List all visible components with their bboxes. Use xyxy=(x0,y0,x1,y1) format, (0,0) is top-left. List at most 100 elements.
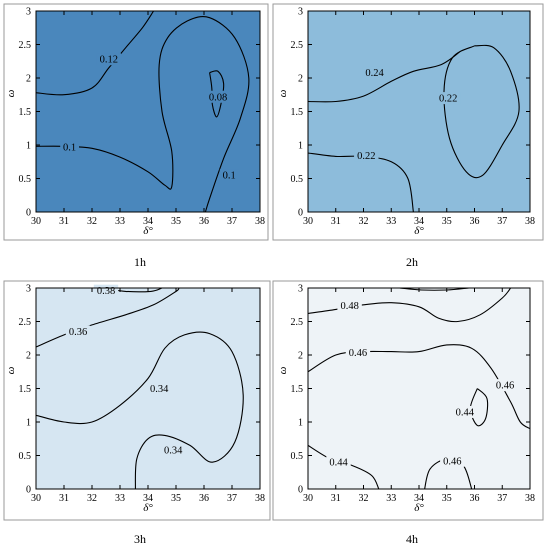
panel-3h-xtick-label-36: 36 xyxy=(199,493,209,504)
panel-4h-contour-line-4 xyxy=(308,444,380,489)
panel-3h-xtick-label-35: 35 xyxy=(171,493,181,504)
panel-3h-frame xyxy=(3,280,271,521)
panel-4h-contour-label-bg-1 xyxy=(345,346,371,359)
panel-2h-contour-label-bg-1 xyxy=(354,149,379,162)
panel-1h-contour-line-0 xyxy=(36,11,155,96)
panel-1h-xtick-label-36: 36 xyxy=(199,216,209,227)
panel-3h-xtick-label-33: 33 xyxy=(115,493,125,504)
panel-2h-xtick-label-37: 37 xyxy=(497,216,507,227)
panel-1h-xtick-label-37: 37 xyxy=(227,216,237,227)
panel-3h-contour-label-3: 0.34 xyxy=(164,446,183,457)
panel-1h-contour-label-1: 0.1 xyxy=(63,143,76,154)
panel-2h-contour-label-2: 0.22 xyxy=(439,94,457,105)
panel-4h-frame xyxy=(272,280,544,521)
panel-3h-xtick-label-34: 34 xyxy=(143,493,153,504)
panel-1h-frame xyxy=(3,3,269,241)
panel-1h-xtick-label-38: 38 xyxy=(255,216,265,227)
panel-2h-caption: 2h xyxy=(406,255,418,269)
panel-3h-ytick-label-3: 3 xyxy=(26,284,31,295)
panel-2h-ytick-label-0.5: 0.5 xyxy=(291,174,304,185)
panel-2h-y-axis-label: ω xyxy=(277,89,289,97)
panel-1h-x-axis-label: δ° xyxy=(143,225,153,237)
panel-4h-xtick-label-34: 34 xyxy=(414,493,424,504)
panel-2h-ytick-label-0: 0 xyxy=(298,208,303,219)
panel-1h-contour-label-2: 0.08 xyxy=(209,92,227,103)
panel-4h-xtick-label-35: 35 xyxy=(442,493,452,504)
panel-4h-xtick-label-36: 36 xyxy=(470,493,480,504)
panel-2h-ytick-label-1.5: 1.5 xyxy=(291,107,304,118)
panel-4h-contour-label-2: 0.46 xyxy=(496,381,514,392)
panel-2h-xtick-label-33: 33 xyxy=(386,216,396,227)
panel-1h-contour-line-2 xyxy=(209,70,225,118)
panel-1h-contour-line-1 xyxy=(36,16,250,212)
panel-3h-y-axis-label: ω xyxy=(5,366,17,374)
panel-4h-contour-label-1: 0.46 xyxy=(349,348,367,359)
panel-4h-contour-label-bg-5 xyxy=(440,454,465,467)
panel-2h-contour-line-0 xyxy=(308,50,461,103)
panel-3h-xtick-label-32: 32 xyxy=(87,493,97,504)
panel-2h-ytick-label-2.5: 2.5 xyxy=(291,40,304,51)
panel-4h-contour-label-3: 0.44 xyxy=(456,407,475,418)
panel-1h-ytick-label-1.5: 1.5 xyxy=(19,107,32,118)
panel-1h-xtick-label-32: 32 xyxy=(87,216,97,227)
panel-2h-xtick-label-32: 32 xyxy=(359,216,369,227)
panel-2h-ytick-label-1: 1 xyxy=(298,141,303,152)
panel-4h-contour-label-bg-0 xyxy=(337,299,362,312)
panel-2h-ytick-label-2: 2 xyxy=(298,74,303,85)
panel-4h-xtick-label-32: 32 xyxy=(359,493,369,504)
panel-3h-contour-label-2: 0.34 xyxy=(150,384,169,395)
panel-2h-contour-label-bg-2 xyxy=(435,92,461,105)
panel-2h-xtick-label-30: 30 xyxy=(303,216,313,227)
panel-2h-contour-label-0: 0.24 xyxy=(365,68,384,79)
panel-1h-ytick-label-0.5: 0.5 xyxy=(19,174,32,185)
panel-1h-ytick-label-3: 3 xyxy=(26,7,31,18)
panel-4h-y-axis-label: ω xyxy=(277,366,289,374)
panel-2h-xtick-label-38: 38 xyxy=(525,216,535,227)
panel-4h-ytick-label-2.5: 2.5 xyxy=(291,317,304,328)
panel-3h-xtick-label-31: 31 xyxy=(59,493,69,504)
panel-3h-ytick-label-1.5: 1.5 xyxy=(19,384,32,395)
panel-1h-xtick-label-35: 35 xyxy=(171,216,181,227)
panel-1h-xtick-label-30: 30 xyxy=(31,216,41,227)
panel-3h-ytick-label-2: 2 xyxy=(26,351,31,362)
panel-1h-xtick-label-34: 34 xyxy=(143,216,153,227)
panel-1h-contour-fill xyxy=(36,11,260,212)
panel-3h-contour-label-bg-2 xyxy=(147,382,172,395)
panel-3h-x-axis-label: δ° xyxy=(143,502,153,514)
panel-1h-xtick-label-31: 31 xyxy=(59,216,69,227)
panel-4h-x-axis-label: δ° xyxy=(414,502,424,514)
panel-4h-xtick-label-37: 37 xyxy=(497,493,507,504)
panel-4h-ytick-label-0.5: 0.5 xyxy=(291,451,304,462)
panel-4h-caption: 4h xyxy=(406,532,418,546)
panel-4h-ytick-label-3: 3 xyxy=(298,284,303,295)
panel-2h-contour-fill xyxy=(308,11,530,212)
panel-3h-ytick-label-0: 0 xyxy=(26,485,31,496)
panel-4h-contour-label-4: 0.44 xyxy=(329,458,348,469)
panel-2h-xtick-label-35: 35 xyxy=(442,216,452,227)
panel-2h-contour-line-2 xyxy=(443,44,520,179)
panel-1h-contour-label-3: 0.1 xyxy=(223,171,236,182)
panel-3h-contour-label-0: 0.38 xyxy=(97,286,115,297)
panel-1h-contour-label-bg-3 xyxy=(219,169,239,182)
panel-2h-xtick-label-36: 36 xyxy=(470,216,480,227)
panel-3h-caption: 3h xyxy=(134,532,146,546)
panel-2h-ytick-label-3: 3 xyxy=(298,7,303,18)
panel-1h-contour-label-0: 0.12 xyxy=(100,55,118,66)
panel-2h-xtick-label-34: 34 xyxy=(414,216,424,227)
panel-1h-contour-label-bg-2 xyxy=(205,90,231,103)
panel-2h-xtick-label-31: 31 xyxy=(331,216,341,227)
panel-2h-contour-label-bg-0 xyxy=(362,66,387,79)
panel-4h-xtick-label-38: 38 xyxy=(525,493,535,504)
panel-3h-contour-label-bg-1 xyxy=(65,325,91,338)
panel-1h-ytick-label-1: 1 xyxy=(26,141,31,152)
panel-4h-ytick-label-2: 2 xyxy=(298,351,303,362)
panel-4h-ytick-label-1: 1 xyxy=(298,418,303,429)
panel-3h-contour-label-bg-3 xyxy=(161,444,186,457)
panel-4h-ytick-label-1.5: 1.5 xyxy=(291,384,304,395)
panel-2h-x-axis-label: δ° xyxy=(414,225,424,237)
panel-3h-contour-label-1: 0.36 xyxy=(69,327,87,338)
panel-3h-ytick-label-2.5: 2.5 xyxy=(19,317,32,328)
panel-1h-caption: 1h xyxy=(134,255,146,269)
panel-4h-contour-label-bg-3 xyxy=(452,405,477,418)
panel-4h-contour-label-bg-2 xyxy=(492,379,518,392)
